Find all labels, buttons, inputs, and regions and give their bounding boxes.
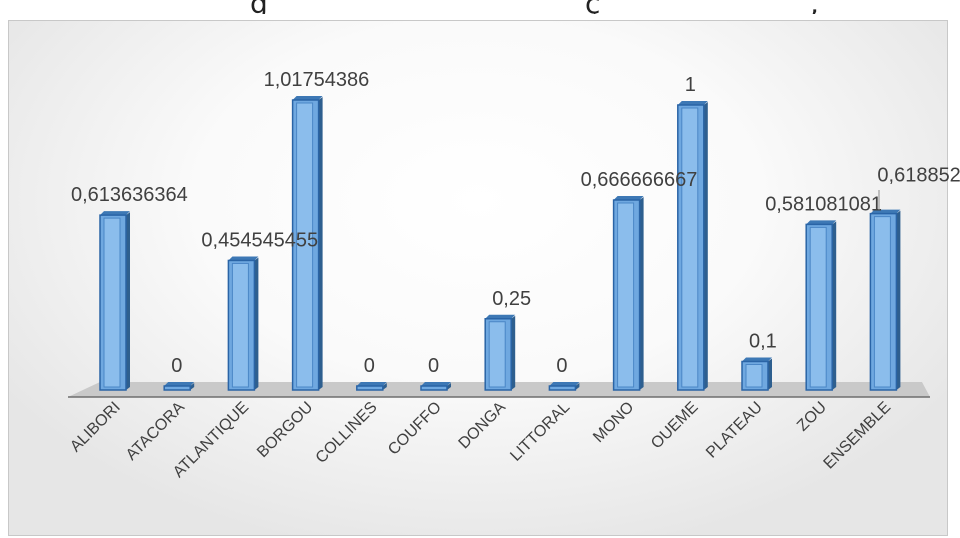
value-label-collines: 0 [364, 355, 375, 377]
bar-top [421, 382, 451, 386]
category-label-donga: DONGA [456, 399, 510, 453]
bar-front [356, 385, 384, 391]
bar-top [613, 196, 644, 200]
bar-highlight [617, 202, 635, 388]
bar-atlantique [227, 256, 259, 391]
bar-top [677, 101, 708, 105]
bar-top [292, 96, 323, 100]
category-label-couffo: COUFFO [385, 399, 445, 459]
bar-plateau [741, 357, 772, 391]
category-label-borgou: BORGOU [254, 399, 316, 461]
value-label-ensemble: 0,618852459 [877, 165, 960, 187]
bar-side [382, 383, 387, 390]
bar-borgou [291, 96, 323, 391]
bar-top [356, 382, 387, 386]
bar-top [228, 256, 259, 261]
bar-highlight [745, 364, 763, 388]
bar-donga [484, 314, 516, 391]
bar-front [163, 385, 191, 391]
cropped-header-text: g ç , [0, 0, 960, 14]
bar-highlight [296, 102, 314, 388]
bar-front [548, 385, 577, 391]
bar-littoral [548, 382, 580, 391]
bar-ensemble [869, 209, 901, 391]
category-label-ensemble: ENSEMBLE [821, 399, 895, 473]
value-labels: 0,613636364 0 0,454545455 1,01754386 0 0 0,25 0… [71, 69, 960, 377]
value-label-littoral: 0 [556, 355, 567, 377]
bar-side [575, 383, 580, 390]
category-label-oueme: OUEME [648, 399, 702, 453]
bar-highlight [681, 107, 699, 388]
bar-top [485, 314, 516, 319]
bar-side [126, 212, 130, 390]
bar-top [870, 209, 901, 214]
value-label-alibori: 0,613636364 [71, 184, 188, 206]
category-label-alibori: ALIBORI [67, 399, 124, 456]
bar-side [896, 210, 901, 390]
category-label-collines: COLLINES [313, 399, 381, 467]
bar-couffo [420, 382, 451, 391]
value-label-oueme: 1 [685, 74, 696, 96]
header-fragment-3: , [810, 0, 819, 14]
bar-top [742, 357, 772, 362]
bar-top [806, 220, 837, 225]
bar-side [768, 358, 772, 390]
value-label-mono: 0,666666667 [581, 169, 698, 191]
category-label-zou: ZOU [794, 399, 830, 435]
bar-side [639, 197, 644, 390]
value-label-atlantique: 0,454545455 [201, 229, 318, 251]
value-label-atacora: 0 [171, 355, 182, 377]
bar-side [703, 102, 708, 390]
bar-top [164, 382, 195, 386]
bar-mono [612, 196, 644, 391]
bar-top [549, 382, 580, 386]
bar-oueme [677, 101, 708, 391]
bar-collines [356, 382, 387, 391]
bar-highlight [231, 262, 249, 388]
value-label-borgou: 1,01754386 [264, 69, 370, 91]
category-label-littoral: LITTORAL [507, 399, 573, 465]
bar-highlight [488, 321, 506, 388]
category-label-plateau: PLATEAU [703, 399, 766, 462]
bar-alibori [99, 211, 130, 391]
bar-side [318, 97, 323, 390]
bar-highlight [809, 226, 827, 388]
bar-highlight [873, 216, 891, 388]
bar-side [447, 383, 451, 390]
bar-highlight [103, 217, 121, 388]
value-label-donga: 0,25 [492, 288, 531, 310]
bar-atacora [163, 382, 195, 391]
bar-side [511, 315, 516, 390]
chart-area [8, 20, 948, 536]
category-label-atacora: ATACORA [123, 399, 188, 464]
bars [99, 96, 901, 391]
value-label-couffo: 0 [428, 355, 439, 377]
bar-side [254, 257, 259, 390]
value-label-zou: 0,581081081 [765, 193, 882, 215]
category-label-mono: MONO [590, 399, 637, 446]
bar-side [832, 221, 837, 390]
bar-top [100, 211, 130, 216]
bar-side [190, 383, 195, 390]
header-fragment-2: ç [585, 0, 600, 14]
bar-zou [805, 220, 837, 391]
header-fragment-1: g [250, 0, 268, 14]
value-label-plateau: 0,1 [749, 331, 777, 353]
bar-front [420, 385, 448, 391]
